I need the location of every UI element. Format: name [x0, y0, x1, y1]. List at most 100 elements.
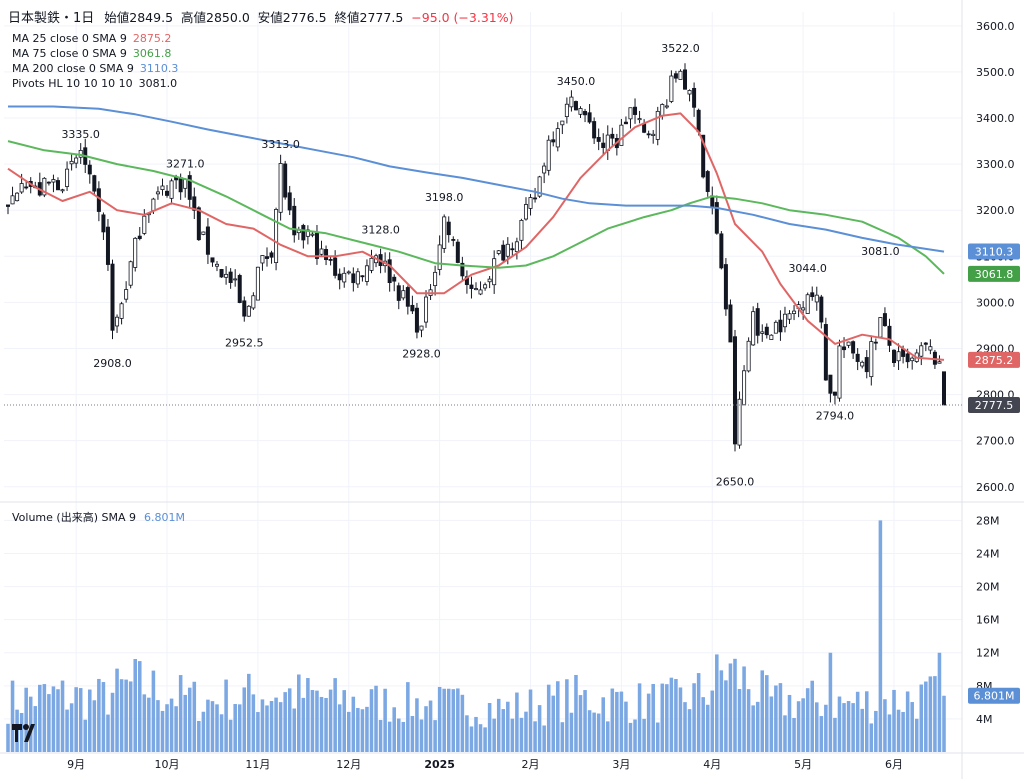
candle-up	[546, 139, 551, 171]
pivot-label: 3450.0	[557, 75, 596, 88]
candle-up	[814, 294, 819, 303]
pivot-label: 3313.0	[261, 138, 300, 151]
volume-bar	[233, 704, 237, 752]
candle-up	[787, 313, 792, 320]
candle-up	[401, 290, 406, 299]
price-tick-label: 3000.0	[976, 296, 1015, 309]
volume-bar	[478, 724, 483, 752]
candle-down	[269, 252, 274, 258]
candle-up	[664, 105, 669, 108]
volume-bar	[347, 711, 351, 752]
pivots-legend[interactable]: Pivots HL 10 10 10 10 3081.0	[12, 76, 177, 91]
volume-bar	[183, 694, 187, 752]
candle-down	[451, 239, 456, 241]
candle-down	[196, 207, 201, 241]
candle-up	[42, 177, 47, 196]
candle-down	[292, 205, 297, 236]
volume-bar	[456, 688, 460, 752]
volume-bar	[701, 697, 705, 752]
volume-bar	[328, 689, 333, 752]
volume-bar	[437, 686, 442, 752]
candle-up	[628, 107, 633, 120]
volume-bar	[19, 712, 24, 752]
volume-legend[interactable]: Volume (出来高) SMA 9 6.801M	[12, 509, 185, 525]
candle-down	[587, 112, 592, 123]
ma200-legend[interactable]: MA 200 close 0 SMA 9 3110.3	[12, 61, 178, 76]
candle-down	[533, 197, 538, 200]
pivots-value: 3081.0	[138, 77, 178, 90]
volume-bar	[883, 699, 887, 752]
volume-tick-label: 16M	[976, 614, 1000, 627]
volume-bar	[215, 704, 219, 752]
ma25-legend[interactable]: MA 25 close 0 SMA 9 2875.2	[12, 31, 171, 46]
volume-bar	[524, 711, 528, 752]
volume-bar	[428, 700, 433, 752]
volume-bar	[565, 679, 569, 752]
candle-up	[801, 307, 806, 311]
volume-bar	[587, 710, 592, 752]
volume-bar	[537, 705, 542, 752]
time-tick-label: 5月	[794, 758, 812, 771]
candle-up	[837, 345, 842, 399]
volume-bar	[460, 694, 465, 752]
candle-down	[446, 221, 451, 236]
volume-bar	[646, 693, 651, 752]
volume-bar	[197, 720, 201, 752]
pivot-label: 2928.0	[402, 348, 441, 361]
volume-bar	[665, 684, 669, 752]
ma-line-75	[7, 140, 945, 275]
volume-bar	[737, 688, 742, 752]
ma25-label: MA 25 close 0 SMA 9	[12, 32, 127, 45]
candle-down	[314, 232, 319, 259]
time-tick-label: 4月	[703, 758, 721, 771]
candle-down	[832, 391, 837, 396]
volume-bar	[692, 683, 696, 752]
high-value: 2850.0	[206, 10, 250, 25]
volume-bar	[201, 711, 206, 752]
candle-down	[351, 273, 356, 284]
ma75-legend[interactable]: MA 75 close 0 SMA 9 3061.8	[12, 46, 171, 61]
candle-down	[646, 133, 651, 136]
volume-bar	[88, 689, 92, 752]
volume-bar	[315, 690, 319, 752]
volume-badge-label: 6.801M	[974, 690, 1015, 703]
candle-down	[460, 262, 465, 277]
candle-up	[669, 75, 674, 102]
tradingview-logo-icon	[12, 724, 35, 742]
candle-down	[24, 186, 29, 189]
candle-up	[201, 231, 206, 235]
price-tick-label: 3400.0	[976, 112, 1015, 125]
candle-up	[419, 325, 424, 331]
candle-up	[483, 284, 488, 289]
volume-bar	[851, 703, 855, 752]
volume-bar	[110, 692, 115, 752]
volume-bar	[169, 698, 174, 752]
volume-bar	[792, 717, 796, 752]
pivot-label: 3128.0	[361, 223, 400, 236]
volume-bar	[224, 679, 228, 752]
candle-up	[514, 241, 519, 253]
candle-up	[15, 192, 20, 202]
volume-bar	[297, 674, 301, 752]
price-tick-label: 3600.0	[976, 20, 1015, 33]
candle-down	[610, 133, 615, 139]
candle-down	[592, 121, 597, 139]
close-label: 終値	[334, 10, 360, 25]
candle-up	[342, 272, 347, 283]
volume-bar	[192, 681, 197, 752]
volume-bar	[433, 720, 437, 752]
volume-bar	[406, 682, 410, 752]
volume-bar	[247, 673, 251, 752]
candle-up	[519, 219, 524, 241]
candle-down	[823, 324, 828, 381]
volume-bar	[292, 708, 297, 752]
volume-bar	[469, 726, 474, 752]
ma-line-200	[8, 105, 945, 253]
price-badge-label: 3110.3	[975, 246, 1014, 259]
candle-down	[328, 259, 333, 261]
candle-up	[364, 265, 369, 282]
volume-bar	[401, 721, 406, 752]
pivot-label: 2952.5	[225, 336, 264, 349]
